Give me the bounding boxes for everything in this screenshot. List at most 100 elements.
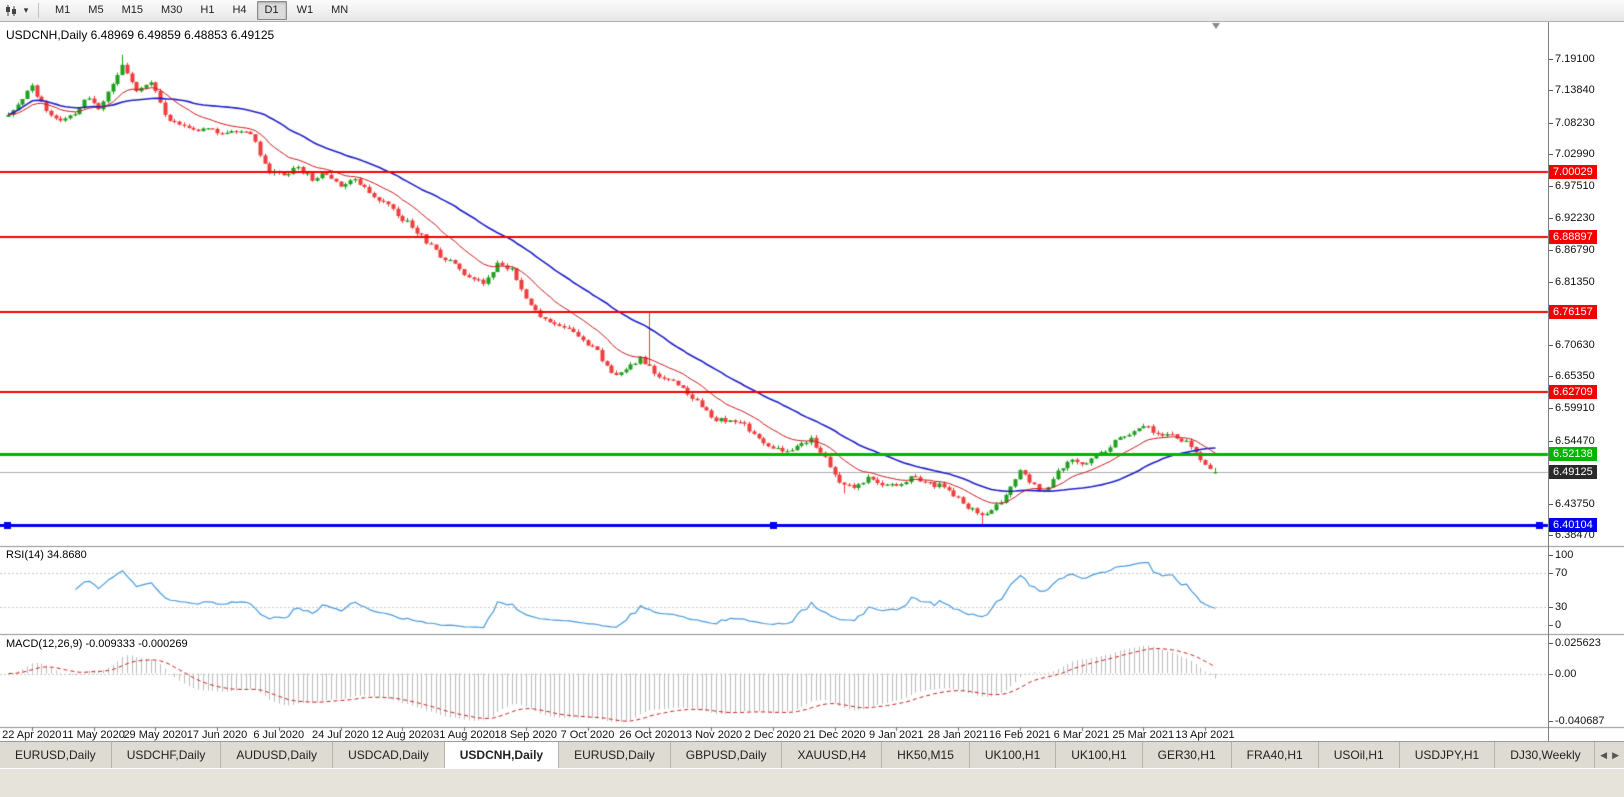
chart-tab-usdjpy-h1[interactable]: USDJPY,H1	[1399, 742, 1496, 768]
price-axis-tick-label: 6.43750	[1549, 497, 1595, 510]
rsi-indicator-label: RSI(14) 34.8680	[6, 549, 87, 561]
timeframe-button-w1[interactable]: W1	[296, 4, 314, 16]
price-axis-tick-label: 7.08230	[1549, 117, 1595, 130]
date-axis-label: 16 Feb 2021	[988, 729, 1051, 741]
rsi-axis-label: 70	[1548, 567, 1568, 580]
candlestick-glyph	[5, 5, 16, 16]
price-axis-tick-label: 7.02990	[1549, 148, 1595, 161]
date-axis-label: 29 May 2020	[123, 729, 188, 741]
price-axis-tick-label: 6.54470	[1549, 434, 1595, 447]
tab-label: DJ30,Weekly	[1510, 748, 1581, 762]
timeframe-button-h1[interactable]: H1	[200, 4, 215, 16]
macd-axis-label: -0.040687	[1549, 715, 1605, 727]
timeframes-toolbar: ▾ M1 M5 M15 M30 H1 H4 D1 W1 MN	[0, 0, 1624, 22]
chart-tab-bar: EURUSD,Daily USDCHF,Daily AUDUSD,Daily USDC…	[0, 741, 1624, 768]
price-axis-tick-label: 6.65350	[1549, 370, 1595, 383]
timeframe-button-mn[interactable]: MN	[331, 4, 349, 16]
chart-tab-hk50-m15[interactable]: HK50,M15	[882, 742, 970, 768]
rsi-axis-label: 0	[1548, 619, 1562, 631]
chart-tab-fra40-h1[interactable]: FRA40,H1	[1231, 742, 1319, 768]
tab-label: HK50,M15	[897, 748, 954, 762]
date-axis-label: 6 Mar 2021	[1053, 729, 1110, 741]
tab-label: USDCAD,Daily	[348, 748, 429, 762]
chart-tab-gbpusd-daily[interactable]: GBPUSD,Daily	[670, 742, 783, 768]
tab-label: GBPUSD,Daily	[685, 748, 767, 762]
price-axis-tick-label: 7.13840	[1549, 84, 1595, 97]
current-price-badge: 6.49125	[1549, 465, 1597, 480]
chart-tab-audusd-daily[interactable]: AUDUSD,Daily	[221, 742, 334, 768]
macd-axis-label: 0.00	[1548, 667, 1577, 680]
date-axis-label: 22 Apr 2020	[2, 729, 62, 741]
timeframe-button-m15[interactable]: M15	[121, 4, 143, 16]
chart-tab-eurusd-daily[interactable]: EURUSD,Daily	[559, 742, 671, 768]
chart-area: USDCNH,Daily 6.48969 6.49859 6.48853 6.4…	[0, 22, 1624, 741]
tab-label: UK100,H1	[1071, 748, 1127, 762]
chart-tab-usdcad-daily[interactable]: USDCAD,Daily	[333, 742, 445, 768]
timeframe-buttons-group: M1 M5 M15 M30 H1 H4 D1 W1 MN	[46, 1, 357, 20]
tab-label: AUDUSD,Daily	[236, 748, 318, 762]
tab-label: EURUSD,Daily	[574, 748, 655, 762]
chart-tab-dj30-weekly[interactable]: DJ30,Weekly	[1495, 742, 1595, 768]
date-axis-label: 2 Dec 2020	[744, 729, 801, 741]
chart-tab-usoil-h1[interactable]: USOil,H1	[1318, 742, 1400, 768]
tab-label: EURUSD,Daily	[15, 748, 96, 762]
tab-label: XAUUSD,H4	[797, 748, 867, 762]
date-axis-label: 31 Aug 2020	[433, 729, 495, 741]
tab-label: GER30,H1	[1157, 748, 1216, 762]
timeframe-button-d1[interactable]: D1	[256, 1, 287, 20]
chart-tab-eurusd-daily[interactable]: EURUSD,Daily	[0, 742, 112, 768]
level-price-badge: 6.40104	[1549, 518, 1597, 533]
date-axis-label: 24 Jul 2020	[312, 729, 369, 741]
macd-indicator-label: MACD(12,26,9) -0.009333 -0.000269	[6, 638, 188, 650]
date-axis-label: 7 Oct 2020	[560, 729, 615, 741]
toolbar-separator	[38, 3, 39, 18]
level-price-badge: 6.76157	[1549, 305, 1597, 320]
chart-tab-usdchf-daily[interactable]: USDCHF,Daily	[111, 742, 222, 768]
chart-ohlc-title: USDCNH,Daily 6.48969 6.49859 6.48853 6.4…	[6, 28, 275, 42]
level-price-badge: 7.00029	[1549, 164, 1597, 179]
date-axis-label: 13 Apr 2021	[1175, 729, 1235, 741]
date-axis-label: 11 May 2020	[62, 729, 125, 741]
chart-tab-ger30-h1[interactable]: GER30,H1	[1142, 742, 1232, 768]
tab-scroll-right-button[interactable]: ▶	[1612, 749, 1619, 760]
tab-scroll-controls: ◀ ▶	[1594, 742, 1624, 768]
level-price-badge: 6.88897	[1549, 230, 1597, 245]
chart-tab-xauusd-h4[interactable]: XAUUSD,H4	[782, 742, 883, 768]
tab-label: USDCNH,Daily	[459, 748, 544, 762]
timeframe-button-m30[interactable]: M30	[160, 4, 183, 16]
date-axis-label: 28 Jan 2021	[927, 729, 989, 741]
tab-scroll-left-button[interactable]: ◀	[1600, 749, 1608, 760]
chart-tab-uk100-h1[interactable]: UK100,H1	[1056, 742, 1143, 768]
rsi-axis-label: 100	[1548, 549, 1574, 561]
price-axis-tick-label: 6.81350	[1549, 275, 1595, 288]
price-axis-tick-label: 7.19100	[1549, 52, 1595, 65]
timeframe-button-m1[interactable]: M1	[55, 4, 71, 16]
tab-label: UK100,H1	[984, 748, 1041, 762]
chart-tab-usdcnh-daily[interactable]: USDCNH,Daily	[444, 742, 560, 768]
price-axis-tick-label: 6.59910	[1549, 402, 1595, 415]
date-axis-label: 25 Mar 2021	[1112, 729, 1175, 741]
date-axis-label: 13 Nov 2020	[679, 729, 743, 741]
timeframe-button-m5[interactable]: M5	[88, 4, 104, 16]
level-price-badge: 6.52138	[1549, 447, 1597, 462]
price-chart-canvas[interactable]	[0, 22, 1624, 741]
chart-tab-uk100-h1[interactable]: UK100,H1	[969, 742, 1057, 768]
status-bar	[0, 768, 1624, 797]
price-axis-tick-label: 6.70630	[1549, 339, 1595, 352]
date-axis-label: 21 Dec 2020	[803, 729, 866, 741]
date-axis-label: 26 Oct 2020	[619, 729, 680, 741]
chart-type-icon[interactable]	[4, 2, 18, 20]
macd-axis-label: 0.025623	[1549, 637, 1601, 649]
tab-label: FRA40,H1	[1246, 748, 1303, 762]
timeframe-button-h4[interactable]: H4	[232, 4, 247, 16]
chart-type-dropdown-icon[interactable]: ▾	[23, 5, 29, 15]
tab-label: USDCHF,Daily	[126, 748, 206, 762]
price-axis-tick-label: 6.92230	[1549, 211, 1595, 224]
price-axis: 7.19100 7.13840 7.08230 7.02990 6.97510 6.922…	[1548, 22, 1624, 741]
price-axis-tick-label: 6.97510	[1549, 180, 1595, 193]
date-axis-label: 9 Jan 2021	[869, 729, 924, 741]
date-axis-label: 6 Jul 2020	[253, 729, 305, 741]
date-axis-label: 18 Sep 2020	[494, 729, 557, 741]
tab-label: USDJPY,H1	[1414, 748, 1480, 762]
